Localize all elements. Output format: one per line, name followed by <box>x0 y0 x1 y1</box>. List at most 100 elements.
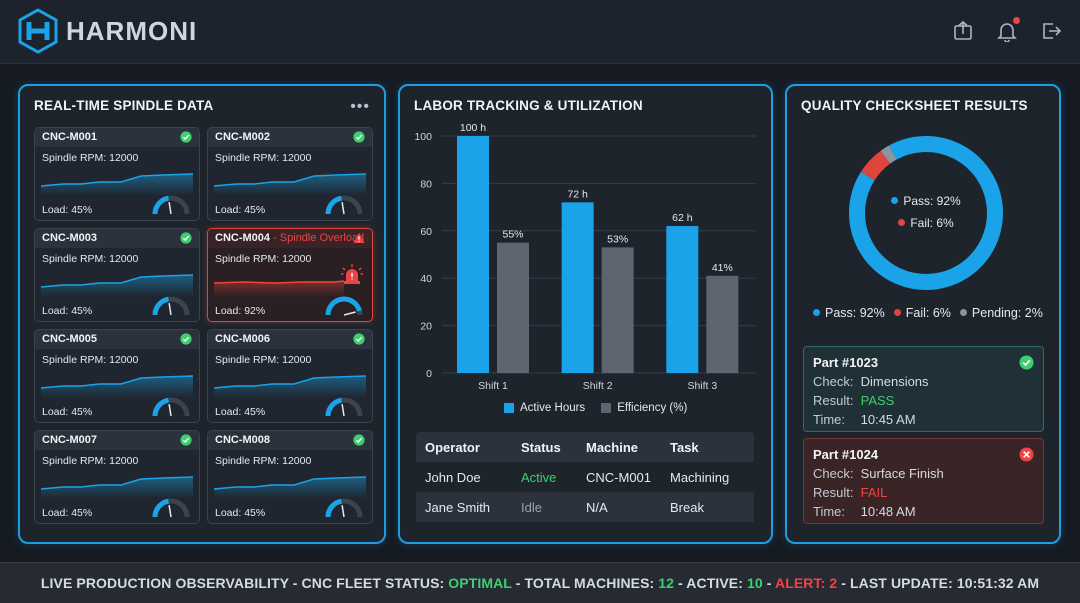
spindle-load: Load: 92% <box>215 305 266 317</box>
card-header: CNC-M006 <box>208 330 372 349</box>
spindle-card[interactable]: CNC-M002 Spindle RPM: 12000 Load: 45% <box>207 127 373 221</box>
card-header: CNC-M005 <box>35 330 199 349</box>
result-value: PASS <box>860 393 895 408</box>
alert-label: ALERT: <box>775 575 826 591</box>
spindle-rpm: Spindle RPM: 12000 <box>215 253 312 265</box>
part-time: Time: 10:45 AM <box>813 412 916 427</box>
rpm-sparkline <box>214 173 366 196</box>
result-label: Result: <box>813 485 854 500</box>
part-check: Check: Surface Finish <box>813 466 944 481</box>
bar-value-label: 55% <box>502 229 523 241</box>
table-row[interactable]: John Doe Active CNC-M001 Machining <box>416 462 754 492</box>
more-options-icon[interactable]: ••• <box>350 98 370 115</box>
legend-item-fail: Fail: 6% <box>893 306 951 320</box>
labor-table: Operator Status Machine Task John Doe Ac… <box>416 432 754 522</box>
siren-alarm-icon <box>341 264 363 284</box>
y-tick-label: 80 <box>420 178 432 190</box>
bar-efficiency[interactable] <box>601 247 634 373</box>
check-value: Dimensions <box>860 374 929 389</box>
spindle-card[interactable]: CNC-M007 Spindle RPM: 12000 Load: 45% <box>34 430 200 524</box>
donut-slice-fail[interactable] <box>860 150 891 181</box>
spindle-card[interactable]: CNC-M004 - Spindle Overload Spindle RPM: … <box>207 228 373 322</box>
load-gauge <box>152 296 190 316</box>
bell-icon[interactable] <box>996 17 1020 43</box>
y-tick-label: 100 <box>414 131 432 143</box>
column-header[interactable]: Machine <box>586 439 639 455</box>
load-gauge <box>152 397 190 417</box>
y-tick-label: 40 <box>420 273 432 285</box>
donut-center-fail: Fail: 6% <box>847 216 1005 230</box>
machine-id: CNC-M007 <box>42 434 97 446</box>
donut-svg <box>849 136 1003 290</box>
bar-value-label: 53% <box>607 233 628 245</box>
x-tick-label: Shift 3 <box>687 380 717 392</box>
legend-swatch <box>504 403 514 413</box>
spindle-card[interactable]: CNC-M006 Spindle RPM: 12000 Load: 45% <box>207 329 373 423</box>
panel-title: REAL-TIME SPINDLE DATA <box>34 98 214 113</box>
table-row[interactable]: Jane Smith Idle N/A Break <box>416 492 754 522</box>
fleet-status: OPTIMAL <box>448 575 512 591</box>
part-title: Part #1024 <box>813 447 879 462</box>
column-header[interactable]: Task <box>670 439 699 455</box>
check-circle-icon <box>180 333 192 345</box>
export-icon[interactable] <box>952 20 974 42</box>
total-machines: 12 <box>658 575 675 591</box>
chart-legend: Active Hours Efficiency (%) <box>504 402 703 414</box>
warning-triangle-icon <box>353 232 365 243</box>
spindle-card[interactable]: CNC-M003 Spindle RPM: 12000 Load: 45% <box>34 228 200 322</box>
task-cell: Machining <box>670 469 730 485</box>
alert-text: - Spindle Overload <box>270 232 365 244</box>
part-result-card[interactable]: Part #1023 Check: Dimensions Result: PAS… <box>803 346 1044 432</box>
bar-active-hours[interactable] <box>457 136 489 373</box>
check-label: Check: <box>813 374 854 389</box>
machine-id: CNC-M003 <box>42 232 97 244</box>
rpm-sparkline <box>41 173 193 196</box>
spindle-rpm: Spindle RPM: 12000 <box>215 455 312 467</box>
brand[interactable]: HARMONI <box>18 8 197 54</box>
pending-dot <box>959 309 967 316</box>
spindle-rpm: Spindle RPM: 12000 <box>42 455 139 467</box>
rpm-sparkline <box>214 280 345 297</box>
operator-cell: John Doe <box>425 469 481 485</box>
top-bar: HARMONI <box>0 0 1080 64</box>
spindle-load: Load: 45% <box>42 305 93 317</box>
legend-item-pending: Pending: 2% <box>959 306 1043 320</box>
spindle-rpm: Spindle RPM: 12000 <box>42 152 139 164</box>
quality-donut-chart: Pass: 92% Fail: 6% <box>847 134 1005 292</box>
machine-id-text: CNC-M004 <box>215 232 271 244</box>
rpm-sparkline <box>41 476 193 499</box>
part-result-card[interactable]: Part #1024 Check: Surface Finish Result:… <box>803 438 1044 524</box>
machine-id: CNC-M006 <box>215 333 270 345</box>
error-circle-icon <box>1019 447 1034 462</box>
spindle-card[interactable]: CNC-M001 Spindle RPM: 12000 Load: 45% <box>34 127 200 221</box>
legend-item-efficiency: Efficiency (%) <box>601 402 687 414</box>
spindle-card[interactable]: CNC-M005 Spindle RPM: 12000 Load: 45% <box>34 329 200 423</box>
spindle-panel: REAL-TIME SPINDLE DATA ••• CNC-M001 Spind… <box>18 84 386 544</box>
legend-swatch <box>601 403 612 413</box>
machine-id-text: CNC-M002 <box>215 131 271 143</box>
donut-slice-pending[interactable] <box>880 145 897 164</box>
donut-center: Pass: 92% Fail: 6% <box>847 134 1005 292</box>
brand-name: HARMONI <box>66 15 198 46</box>
check-label: Check: <box>813 466 854 481</box>
logout-icon[interactable] <box>1040 20 1062 42</box>
bar-active-hours[interactable] <box>666 226 699 373</box>
column-header[interactable]: Operator <box>425 439 480 455</box>
bar-value-label: 41% <box>712 262 733 274</box>
bar-active-hours[interactable] <box>561 202 594 373</box>
spindle-card[interactable]: CNC-M008 Spindle RPM: 12000 Load: 45% <box>207 430 373 524</box>
footer-text: - TOTAL MACHINES: <box>511 575 659 591</box>
bar-efficiency[interactable] <box>497 242 529 373</box>
part-result: Result: PASS <box>813 393 894 408</box>
legend-label: Fail: 6% <box>905 306 951 320</box>
spindle-rpm: Spindle RPM: 12000 <box>215 152 312 164</box>
footer-text: LIVE PRODUCTION OBSERVABILITY - CNC FLEE… <box>40 575 449 591</box>
donut-slice-pass[interactable] <box>849 136 1003 290</box>
load-gauge <box>152 498 190 518</box>
labor-bar-chart: 0 20 40 60 80 100 100 h 55% Shift 1 72 h 53% Shift … <box>414 122 756 392</box>
footer-text: - ACTIVE: <box>674 575 747 591</box>
column-header[interactable]: Status <box>521 439 561 455</box>
y-tick-label: 0 <box>426 368 432 380</box>
bar-efficiency[interactable] <box>706 275 739 373</box>
card-header: CNC-M003 <box>35 229 199 248</box>
